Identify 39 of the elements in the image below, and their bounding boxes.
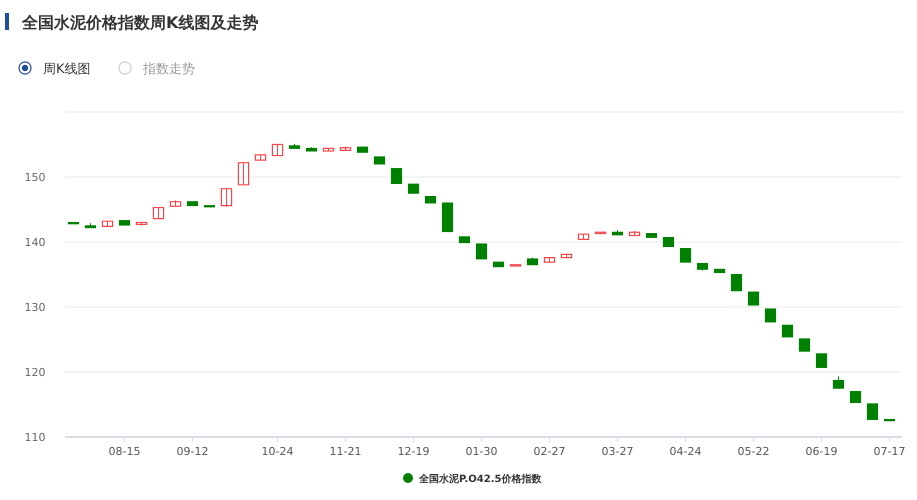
chart-title: 全国水泥价格指数周K线图及走势 (21, 13, 258, 32)
candlestick (782, 324, 794, 338)
x-tick-label: 04-24 (670, 445, 702, 458)
x-tick-label: 08-15 (108, 445, 140, 458)
y-tick-label: 130 (24, 301, 46, 314)
x-tick-label: 09-12 (176, 445, 208, 458)
candlestick (152, 206, 164, 220)
y-tick-label: 140 (24, 236, 46, 249)
x-tick-label: 03-27 (602, 445, 634, 458)
x-tick-label: 10-24 (262, 445, 294, 458)
y-tick-label: 110 (24, 431, 46, 444)
candlestick (238, 162, 250, 186)
candlestick (476, 243, 488, 260)
x-tick-label: 01-30 (466, 445, 498, 458)
candlestick (748, 292, 760, 306)
candlestick (798, 338, 810, 352)
x-tick-label: 11-21 (330, 445, 362, 458)
x-tick-label: 12-19 (398, 445, 430, 458)
text: 周K线图 (43, 62, 91, 77)
candlestick (850, 391, 862, 404)
candlestick (220, 188, 232, 208)
candlestick (764, 308, 776, 322)
candlestick (832, 376, 844, 389)
candlestick (730, 274, 742, 292)
y-tick-label: 120 (24, 366, 46, 379)
candlestick (272, 144, 284, 156)
x-tick-label: 05-22 (738, 445, 770, 458)
x-tick-label: 02-27 (534, 445, 566, 458)
candlestick (390, 168, 402, 184)
candlestick (680, 248, 692, 263)
y-tick-label: 150 (24, 171, 46, 184)
legend: 全国水泥P.O42.5价格指数 (403, 473, 542, 485)
x-tick-label: 06-19 (806, 445, 838, 458)
candlestick (866, 403, 878, 420)
candlestick (662, 236, 674, 248)
text: 指数走势 (142, 62, 195, 77)
candlestick (408, 184, 420, 194)
x-tick-label: 07-17 (874, 445, 906, 458)
candlestick (816, 353, 828, 368)
